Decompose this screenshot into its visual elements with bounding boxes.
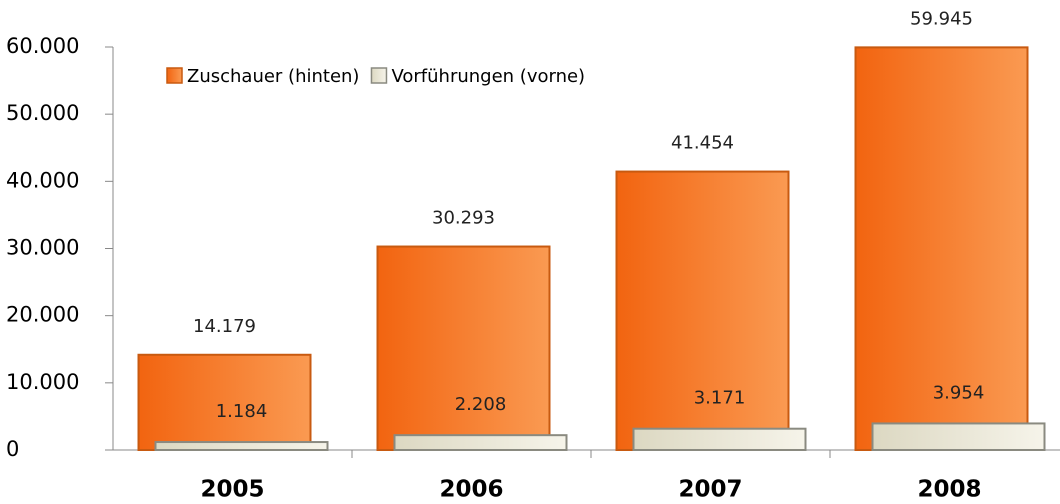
y-tick-label: 50.000 [6,101,79,125]
x-tick-label: 2006 [439,477,503,503]
legend-label: Vorführungen (vorne) [391,66,585,87]
bar [154,441,329,451]
bar [615,170,790,452]
bar [393,434,568,451]
value-label: 3.954 [933,382,985,403]
x-tick-label: 2008 [917,477,981,503]
x-tick-label: 2005 [200,477,264,503]
y-tick-label: 20.000 [6,303,79,327]
value-label: 14.179 [193,316,256,337]
y-tick-label: 10.000 [6,370,79,394]
x-tick-label: 2007 [678,477,742,503]
value-label: 30.293 [432,208,495,229]
bar [854,46,1029,451]
legend-label: Zuschauer (hinten) [187,66,359,87]
bar [376,245,551,451]
bar [632,427,807,451]
y-tick-label: 0 [6,437,19,461]
bar [137,353,312,451]
value-label: 2.208 [455,394,507,415]
legend-swatch [166,67,183,84]
y-tick-label: 40.000 [6,168,79,192]
y-tick-label: 30.000 [6,236,79,260]
y-tick-label: 60.000 [6,34,79,58]
value-label: 59.945 [910,8,973,29]
value-label: 41.454 [671,133,734,154]
bar [871,422,1046,451]
value-label: 3.171 [694,388,746,409]
value-label: 1.184 [216,401,268,422]
legend-swatch [370,67,388,84]
